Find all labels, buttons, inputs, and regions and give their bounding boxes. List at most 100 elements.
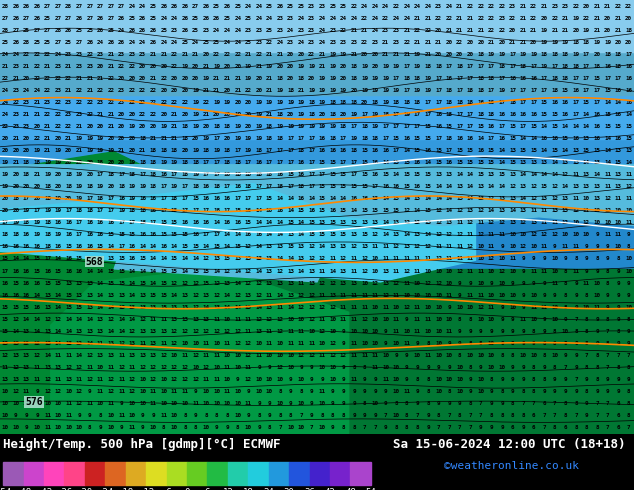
Text: 24: 24: [160, 40, 167, 45]
Text: 9: 9: [469, 377, 472, 382]
Text: 10: 10: [2, 389, 9, 394]
Text: 9: 9: [553, 389, 557, 394]
Text: 12: 12: [181, 365, 188, 370]
Text: 12: 12: [107, 377, 115, 382]
Text: 15: 15: [160, 220, 167, 225]
Text: 8: 8: [553, 365, 557, 370]
Text: 8: 8: [585, 365, 588, 370]
Text: 16: 16: [329, 208, 337, 213]
Bar: [0, 0, 634, 195]
Text: 12: 12: [604, 196, 611, 201]
Text: 18: 18: [107, 172, 115, 177]
Text: 14: 14: [392, 172, 400, 177]
Text: 12: 12: [308, 245, 315, 249]
Text: 9: 9: [257, 425, 261, 430]
Text: 15: 15: [414, 172, 421, 177]
Text: 13: 13: [213, 256, 220, 262]
Bar: [126, 462, 146, 486]
Text: 16: 16: [256, 160, 262, 165]
Text: 12: 12: [488, 220, 495, 225]
Text: 21: 21: [202, 112, 210, 117]
Text: 18: 18: [329, 112, 337, 117]
Text: 9: 9: [384, 425, 387, 430]
Text: 8: 8: [99, 413, 102, 418]
Text: 11: 11: [530, 208, 537, 213]
Text: 16: 16: [150, 196, 157, 201]
Text: 10: 10: [276, 377, 283, 382]
Polygon shape: [114, 182, 349, 282]
Text: 13: 13: [245, 305, 252, 310]
Text: 11: 11: [245, 401, 252, 406]
Text: 11: 11: [403, 281, 410, 286]
Text: 10: 10: [573, 232, 579, 237]
Text: 10: 10: [55, 401, 61, 406]
Text: 16: 16: [435, 112, 442, 117]
Text: 18: 18: [23, 172, 30, 177]
Text: 14: 14: [97, 281, 104, 286]
Text: 8: 8: [321, 413, 324, 418]
Text: 13: 13: [382, 269, 389, 273]
Text: 15: 15: [392, 208, 400, 213]
Text: 18: 18: [351, 76, 358, 81]
Text: 13: 13: [86, 281, 93, 286]
Text: 10: 10: [372, 401, 378, 406]
Text: 20: 20: [55, 172, 61, 177]
Text: 15: 15: [65, 293, 72, 297]
Text: 15: 15: [319, 184, 326, 189]
Text: 26: 26: [34, 16, 41, 21]
Text: 22: 22: [234, 52, 242, 57]
Text: 14: 14: [276, 256, 283, 262]
Text: 7: 7: [543, 413, 546, 418]
Text: 11: 11: [604, 232, 611, 237]
Text: 21: 21: [266, 112, 273, 117]
Text: 11: 11: [583, 208, 590, 213]
Text: 20: 20: [435, 27, 442, 33]
Text: 24: 24: [12, 52, 20, 57]
Text: 18: 18: [329, 136, 337, 141]
Text: 23: 23: [12, 112, 20, 117]
Text: 13: 13: [361, 245, 368, 249]
Text: 18: 18: [446, 136, 453, 141]
Text: 17: 17: [382, 136, 389, 141]
Text: 15: 15: [160, 281, 167, 286]
Text: 22: 22: [75, 100, 83, 105]
Text: 9: 9: [532, 256, 535, 262]
Text: 11: 11: [467, 269, 474, 273]
Text: 23: 23: [55, 64, 61, 69]
Text: 9: 9: [553, 293, 557, 297]
Text: 18: 18: [150, 160, 157, 165]
Text: 9: 9: [120, 425, 123, 430]
Text: 10: 10: [392, 413, 400, 418]
Text: 9: 9: [521, 365, 525, 370]
Text: 20: 20: [573, 27, 579, 33]
Text: 17: 17: [160, 208, 167, 213]
Text: 12: 12: [234, 293, 242, 297]
Text: 9: 9: [553, 245, 557, 249]
Text: 11: 11: [488, 305, 495, 310]
Text: 7: 7: [384, 413, 387, 418]
Text: 19: 19: [192, 148, 199, 153]
Text: 19: 19: [403, 112, 410, 117]
Text: 12: 12: [118, 365, 125, 370]
Text: 11: 11: [392, 317, 400, 322]
Text: 11: 11: [160, 413, 167, 418]
Text: 18: 18: [551, 76, 559, 81]
Text: 14: 14: [192, 256, 199, 262]
Text: 10: 10: [266, 389, 273, 394]
Text: 18: 18: [97, 196, 104, 201]
Text: 18: 18: [308, 112, 315, 117]
Text: 14: 14: [541, 124, 548, 129]
Text: 15: 15: [160, 305, 167, 310]
Text: 17: 17: [266, 148, 273, 153]
Text: 9: 9: [574, 353, 578, 358]
Text: 15: 15: [551, 148, 559, 153]
Text: 9: 9: [342, 401, 345, 406]
Text: 14: 14: [224, 245, 231, 249]
Text: 15: 15: [181, 245, 188, 249]
Text: 8: 8: [585, 341, 588, 346]
Text: 21: 21: [118, 148, 125, 153]
Text: 9: 9: [616, 269, 620, 273]
Text: 12: 12: [192, 353, 199, 358]
Text: 24: 24: [297, 40, 305, 45]
Text: 20: 20: [361, 52, 368, 57]
